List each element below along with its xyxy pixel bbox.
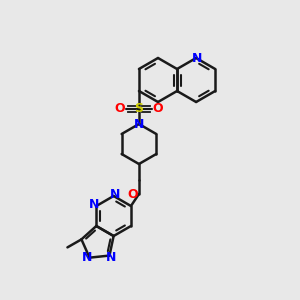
Text: N: N <box>110 188 120 202</box>
Text: O: O <box>115 103 125 116</box>
Text: O: O <box>153 103 163 116</box>
Text: N: N <box>192 52 202 64</box>
Text: N: N <box>81 251 92 264</box>
Text: N: N <box>106 251 117 264</box>
Text: N: N <box>134 118 144 130</box>
Text: N: N <box>89 199 100 212</box>
Text: S: S <box>134 103 143 116</box>
Text: O: O <box>128 188 138 200</box>
